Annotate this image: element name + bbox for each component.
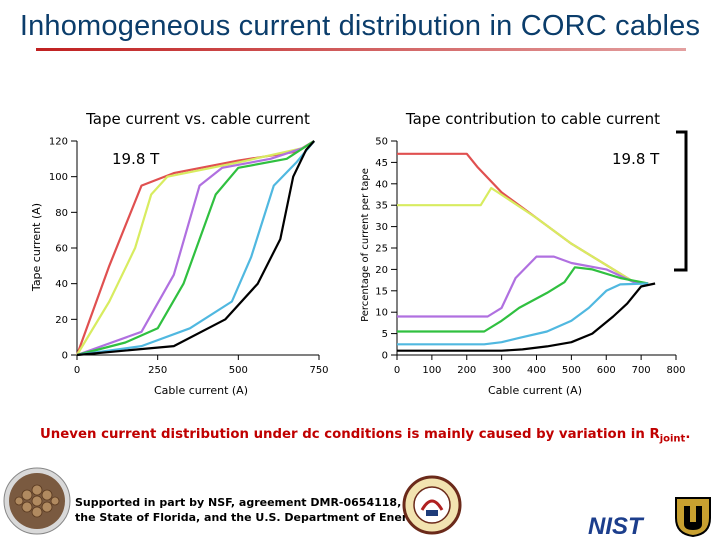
right-x-tick-label: 100	[422, 365, 441, 376]
right-series-line-1	[397, 152, 649, 285]
funding-acknowledgement: Supported in part by NSF, agreement DMR-…	[75, 495, 425, 525]
left-series-line-5	[76, 140, 316, 357]
left-y-tick-label: 0	[62, 351, 68, 362]
support-line-1: Supported in part by NSF, agreement DMR-…	[75, 496, 402, 509]
right-x-tick-label: 0	[394, 365, 400, 376]
title-divider	[36, 48, 686, 51]
right-y-tick-label: 50	[375, 137, 388, 148]
chart-right-title: Tape contribution to cable current	[405, 110, 660, 128]
right-y-tick-label: 10	[375, 308, 388, 319]
nist-logo-icon: NIST	[588, 513, 645, 538]
right-series-line-4	[397, 266, 649, 333]
chart-right-xlabel: Cable current (A)	[488, 384, 582, 397]
chart-left-ylabel: Tape current (A)	[30, 203, 43, 292]
chart-left-title: Tape current vs. cable current	[85, 110, 310, 128]
right-x-tick-label: 700	[632, 365, 651, 376]
right-x-tick-label: 800	[666, 365, 685, 376]
left-y-tick-label: 60	[55, 244, 68, 255]
chart-right-ylabel: Percentage of current per tape	[360, 168, 371, 322]
left-x-tick-label: 750	[309, 365, 328, 376]
right-series-line-6	[397, 282, 656, 352]
chart-left-xlabel: Cable current (A)	[154, 384, 248, 397]
right-series-line-5	[397, 282, 649, 346]
chart-tape-current: Tape current vs. cable current 19.8 T Ca…	[30, 110, 329, 397]
right-x-tick-label: 500	[562, 365, 581, 376]
right-y-tick-label: 45	[375, 158, 388, 169]
right-y-tick-label: 5	[382, 329, 388, 340]
left-y-tick-label: 120	[49, 137, 68, 148]
right-y-tick-label: 25	[375, 244, 388, 255]
right-y-tick-label: 15	[375, 286, 388, 297]
conclusion-text: Uneven current distribution under dc con…	[40, 427, 720, 445]
left-x-tick-label: 250	[148, 365, 167, 376]
left-series-line-4	[76, 140, 315, 357]
right-x-tick-label: 200	[457, 365, 476, 376]
left-y-tick-label: 100	[49, 172, 68, 183]
left-series-line-3	[76, 140, 315, 357]
magnet-lab-seal-icon	[402, 475, 462, 535]
right-y-tick-label: 20	[375, 265, 388, 276]
conclusion-end: .	[685, 427, 691, 442]
left-x-tick-label: 0	[74, 365, 80, 376]
left-y-tick-label: 20	[55, 315, 68, 326]
right-x-tick-label: 400	[527, 365, 546, 376]
chart-right-annotation: 19.8 T	[612, 150, 660, 168]
right-y-tick-label: 0	[382, 351, 388, 362]
right-y-tick-label: 40	[375, 179, 388, 190]
right-x-tick-label: 600	[597, 365, 616, 376]
left-y-tick-label: 80	[55, 208, 68, 219]
chart-tape-contribution: Tape contribution to cable current 19.8 …	[360, 110, 688, 397]
left-x-tick-label: 500	[229, 365, 248, 376]
left-y-tick-label: 40	[55, 279, 68, 290]
right-y-tick-label: 30	[375, 222, 388, 233]
left-series-line-2	[76, 140, 315, 356]
left-series-line-6	[76, 140, 316, 357]
chart-left-annotation: 19.8 T	[112, 150, 160, 168]
right-series-line-3	[397, 255, 649, 318]
slide-title: Inhomogeneous current distribution in CO…	[19, 10, 701, 42]
right-x-tick-label: 300	[492, 365, 511, 376]
conclusion-subscript: joint	[659, 433, 686, 445]
support-line-2: the State of Florida, and the U.S. Depar…	[75, 511, 426, 524]
cu-logo-icon	[675, 497, 711, 538]
right-series-line-2	[397, 187, 649, 285]
corc-cable-icon	[3, 467, 71, 535]
right-y-tick-label: 35	[375, 201, 388, 212]
frame-bracket	[674, 130, 688, 272]
charts-canvas: Tape current vs. cable current 19.8 T Ca…	[30, 110, 688, 397]
nist-logo-text: NIST	[588, 513, 645, 538]
conclusion-main: Uneven current distribution under dc con…	[40, 427, 660, 442]
